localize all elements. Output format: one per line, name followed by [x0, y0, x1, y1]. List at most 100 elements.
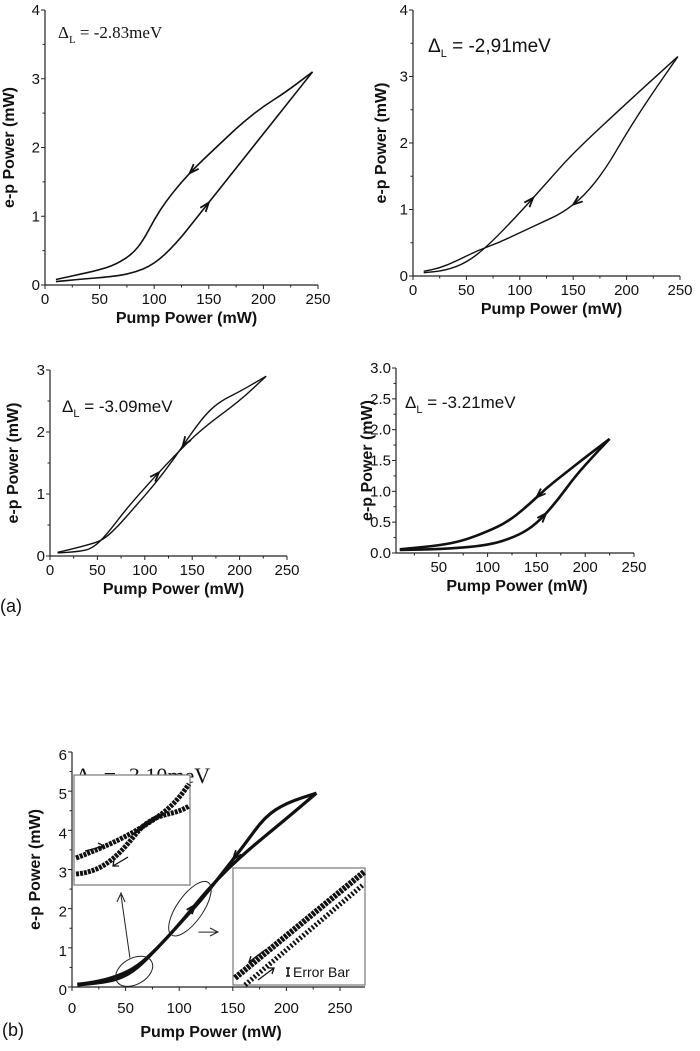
inset-pointer-arrow [198, 927, 220, 937]
x-tick-label: 100 [142, 291, 167, 308]
y-axis-label: e-p Power (mW) [373, 83, 390, 204]
y-tick-label: 1 [32, 208, 40, 225]
y-axis-label: e-p Power (mW) [1, 87, 18, 208]
x-axis-label: Pump Power (mW) [140, 1024, 281, 1041]
x-axis-label: Pump Power (mW) [103, 581, 244, 598]
series-decreasing [399, 437, 611, 551]
y-tick-label: 0.0 [370, 545, 391, 562]
x-tick-label: 50 [458, 282, 475, 299]
y-tick-label: 2 [32, 140, 40, 157]
y-tick-label: 0 [32, 277, 40, 294]
inset-1 [73, 774, 192, 886]
inset-2: Error Bar [232, 867, 366, 987]
x-tick-label: 150 [220, 1000, 245, 1017]
series-increasing [423, 56, 679, 274]
y-tick-label: 1 [37, 486, 45, 503]
zoom-ellipse [168, 880, 212, 937]
y-tick-label: 3.0 [370, 360, 391, 377]
x-tick-label: 50 [430, 559, 447, 576]
detuning-annotation: ΔL = -3.09meV [62, 397, 173, 420]
y-tick-label: 4 [59, 825, 67, 842]
x-tick-label: 0 [68, 1000, 76, 1017]
x-tick-label: 150 [561, 282, 586, 299]
x-tick-label: 100 [167, 1000, 192, 1017]
series-decreasing [55, 71, 314, 281]
series-increasing [399, 438, 611, 552]
y-tick-label: 0 [400, 268, 408, 285]
x-axis-label: Pump Power (mW) [481, 301, 622, 318]
direction-arrow [534, 488, 546, 500]
direction-arrow [149, 470, 161, 482]
x-tick-label: 0 [46, 562, 54, 579]
x-tick-label: 200 [614, 282, 639, 299]
x-tick-label: 250 [667, 282, 692, 299]
series-decreasing [423, 56, 679, 273]
y-tick-label: 3 [32, 71, 40, 88]
x-tick-label: 0 [41, 291, 49, 308]
y-tick-label: 0.5 [370, 514, 391, 531]
x-tick-label: 100 [475, 559, 500, 576]
x-tick-label: 250 [274, 562, 299, 579]
direction-arrow [231, 849, 242, 862]
y-tick-label: 2 [37, 424, 45, 441]
y-tick-label: 3 [400, 69, 408, 86]
y-tick-label: 2 [59, 904, 67, 921]
direction-arrow [187, 163, 200, 176]
chart-3: 0 50 100 150 200 250 0 1 2 3 Pump Power (mW) e-p Po… [5, 362, 300, 598]
y-tick-label: 5 [59, 786, 67, 803]
x-tick-label: 150 [180, 562, 205, 579]
series-decreasing [57, 375, 267, 553]
x-tick-label: 200 [573, 559, 598, 576]
direction-arrow [181, 436, 192, 449]
y-tick-label: 2 [400, 135, 408, 152]
x-tick-label: 100 [507, 282, 532, 299]
direction-arrow [536, 511, 548, 523]
error-bar-label: Error Bar [293, 964, 350, 980]
x-tick-label: 150 [196, 291, 221, 308]
direction-arrow [199, 200, 211, 213]
x-tick-label: 200 [251, 291, 276, 308]
series-increasing [57, 375, 267, 554]
x-tick-label: 100 [132, 562, 157, 579]
x-tick-label: 50 [89, 562, 106, 579]
x-tick-label: 150 [524, 559, 549, 576]
y-tick-label: 1 [59, 943, 67, 960]
x-tick-label: 50 [91, 291, 108, 308]
y-tick-label: 1 [400, 202, 408, 219]
inset-pointer-arrow [116, 891, 131, 958]
zoom-ellipse [115, 955, 154, 987]
direction-arrow [571, 195, 583, 207]
y-tick-label: 0 [59, 982, 67, 999]
panel-label-b: (b) [2, 1020, 24, 1040]
chart-5: 0 50 100 150 200 250 0 1 2 3 4 5 6 Pump Power (mW) e-p… [27, 747, 366, 1041]
x-tick-label: 250 [621, 559, 646, 576]
detuning-annotation: ΔL = -3.21meV [405, 393, 516, 416]
series-decreasing [77, 791, 317, 986]
y-axis-label: e-p Power (mW) [5, 403, 22, 524]
error-bar-icon [286, 967, 290, 977]
series-increasing [55, 71, 314, 283]
x-tick-label: 200 [227, 562, 252, 579]
panel-label-a: (a) [0, 596, 22, 616]
y-tick-label: 2.0 [370, 422, 391, 439]
chart-2: 0 50 100 150 200 250 0 1 2 3 4 Pump Power (mW) e-p P… [373, 2, 693, 318]
x-tick-label: 250 [305, 291, 330, 308]
y-tick-label: 1.5 [370, 453, 391, 470]
y-tick-label: 3 [37, 362, 45, 379]
y-tick-label: 1.0 [370, 483, 391, 500]
y-tick-label: 6 [59, 747, 67, 764]
x-tick-label: 200 [274, 1000, 299, 1017]
x-tick-label: 0 [409, 282, 417, 299]
x-axis-label: Pump Power (mW) [116, 310, 257, 327]
x-tick-label: 250 [327, 1000, 352, 1017]
y-tick-label: 2.5 [370, 391, 391, 408]
chart-1: 0 50 100 150 200 250 0 1 2 3 4 Pump Power (mW) e-p P… [1, 2, 331, 327]
detuning-annotation: ΔL = -2.83meV [58, 23, 163, 46]
y-tick-label: 0 [37, 548, 45, 565]
y-axis-label: e-p Power (mW) [27, 809, 44, 930]
y-tick-label: 3 [59, 865, 67, 882]
y-tick-label: 4 [32, 2, 40, 19]
y-tick-label: 4 [400, 2, 408, 19]
chart-4: 50 100 150 200 250 0.0 0.5 1.0 1.5 2.0 2.5 3.0 Pump … [359, 360, 647, 595]
